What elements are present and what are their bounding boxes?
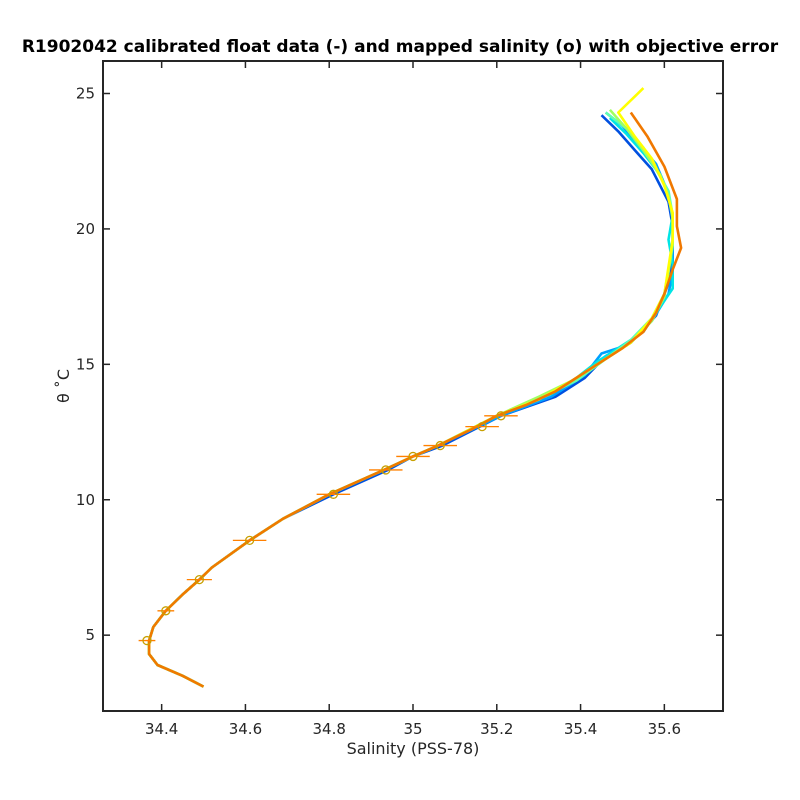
y-axis-label: θ ˚C [54,369,73,403]
plot-area: 34.4 34.6 34.8 35 35.2 35.4 35.6 5 10 15 20 25 [76,60,724,738]
plot-background [103,61,723,711]
x-tick-label: 34.4 [145,720,178,738]
mapped-salinity-marker-1 [142,635,152,646]
chart-title: R1902042 calibrated float data (-) and m… [22,37,779,57]
y-tick-label: 25 [76,85,95,103]
x-tick-label: 35.6 [648,720,681,738]
mapped-salinity-marker-10 [496,411,506,421]
mapped-salinity-marker-7 [408,451,418,462]
mapped-salinity-marker-2 [161,606,171,616]
y-tick-label: 20 [76,220,95,238]
mapped-salinity-marker-9 [477,421,487,432]
y-tick-label: 10 [76,491,95,509]
y-tick-label: 5 [85,626,95,644]
float-profile-line-7 [147,111,683,688]
tick-layer: 34.4 34.6 34.8 35 35.2 35.4 35.6 5 10 15 20 25 [76,61,723,738]
mapped-salinity-marker-4 [244,535,255,546]
x-tick-label: 35 [403,720,422,738]
x-tick-label: 35.4 [564,720,597,738]
x-tick-label: 35.2 [480,720,513,738]
mapped-salinity-marker-5 [328,489,339,499]
x-tick-label: 34.8 [313,720,346,738]
mapped-salinity-marker-6 [381,465,391,475]
x-tick-label: 34.6 [229,720,262,738]
mapped-salinity-layer [138,411,518,646]
x-axis-label: Salinity (PSS-78) [347,739,480,758]
mapped-salinity-marker-3 [194,574,205,585]
y-tick-label: 15 [76,355,95,373]
mapped-salinity-marker-8 [435,440,445,451]
